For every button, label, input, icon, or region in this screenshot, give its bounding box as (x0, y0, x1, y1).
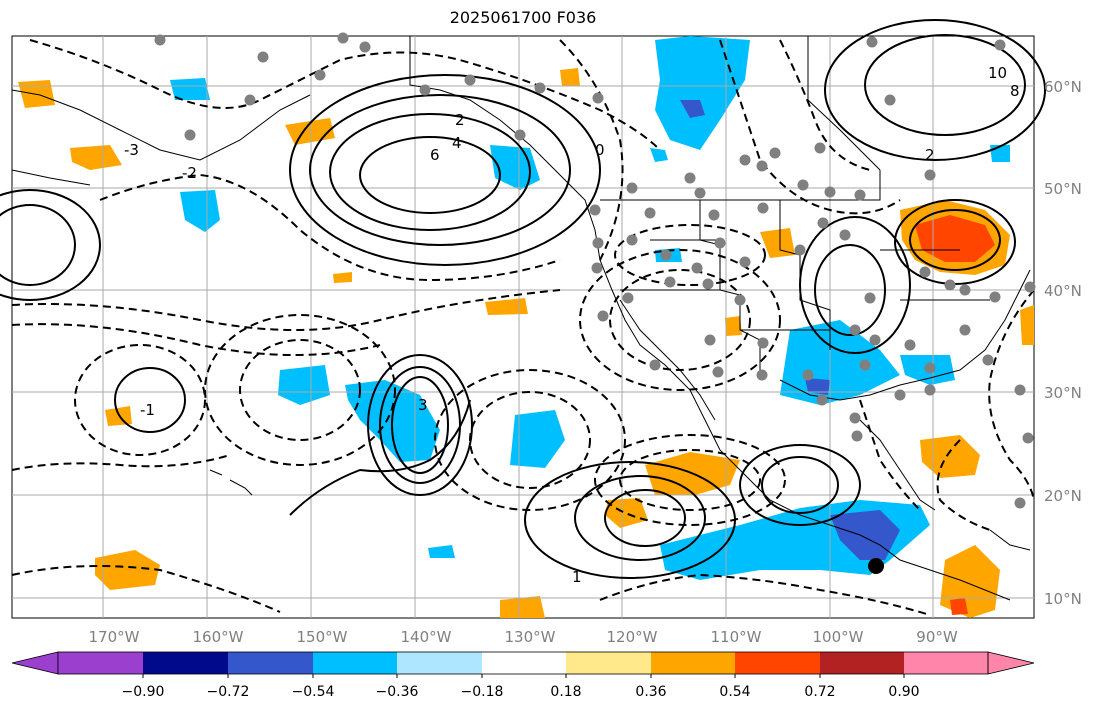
contour-label: 4 (452, 134, 462, 152)
anomaly-fill (18, 36, 1034, 618)
contour-label: -2 (182, 164, 197, 182)
contour-label: 2 (925, 146, 935, 164)
location-marker (868, 558, 884, 574)
lat-label: 10°N (1044, 590, 1082, 608)
map-title: 2025061700 F036 (449, 8, 597, 27)
lat-label: 50°N (1044, 180, 1082, 198)
contour-label: 3 (418, 396, 428, 414)
lat-label: 60°N (1044, 78, 1082, 96)
colorbar-tick: −0.54 (292, 684, 335, 700)
colorbar-tick: −0.18 (461, 684, 504, 700)
contour-label: 6 (430, 146, 440, 164)
contour-label: 0 (595, 141, 605, 159)
lon-label: 120°W (607, 628, 658, 646)
colorbar-tick: 0.72 (804, 684, 835, 700)
lon-label: 150°W (297, 628, 348, 646)
lon-label: 100°W (813, 628, 864, 646)
colorbar-tick: 0.36 (635, 684, 666, 700)
lon-label: 140°W (401, 628, 452, 646)
positive-contours (0, 19, 1046, 579)
negative-contours (11, 39, 1035, 616)
longitude-labels: 170°W 160°W 150°W 140°W 130°W 120°W 110°… (89, 628, 958, 646)
colorbar-tick: −0.36 (376, 684, 419, 700)
latitude-labels: 60°N 50°N 40°N 30°N 20°N 10°N (1044, 78, 1082, 608)
lat-label: 20°N (1044, 487, 1082, 505)
contour-label: 8 (1010, 82, 1020, 100)
contour-label-layer: 6 4 2 0 -2 -3 3 1 -1 10 8 2 (124, 64, 1020, 586)
colorbar-tick: −0.72 (207, 684, 250, 700)
colorbar-tick: 0.90 (888, 684, 919, 700)
colorbar-arrow-right (987, 651, 1035, 675)
colorbar-tick: −0.90 (122, 684, 165, 700)
contour-label: 10 (988, 64, 1007, 82)
station-markers (154, 32, 1036, 509)
contour-label: -1 (140, 401, 155, 419)
colorbar-tick: 0.54 (719, 684, 750, 700)
lon-label: 170°W (89, 628, 140, 646)
contour-label: -3 (124, 141, 139, 159)
lon-label: 90°W (916, 628, 958, 646)
lat-label: 40°N (1044, 282, 1082, 300)
contour-label: 2 (455, 111, 465, 129)
colorbar-tick: 0.18 (550, 684, 581, 700)
colorbar: −0.90 −0.72 −0.54 −0.36 −0.18 0.18 0.36 … (11, 651, 1035, 700)
lat-label: 30°N (1044, 384, 1082, 402)
contour-label: 1 (572, 568, 582, 586)
lon-label: 160°W (193, 628, 244, 646)
colorbar-arrow-left (11, 651, 59, 675)
lon-label: 130°W (505, 628, 556, 646)
coastlines (11, 36, 1031, 601)
lon-label: 110°W (711, 628, 762, 646)
